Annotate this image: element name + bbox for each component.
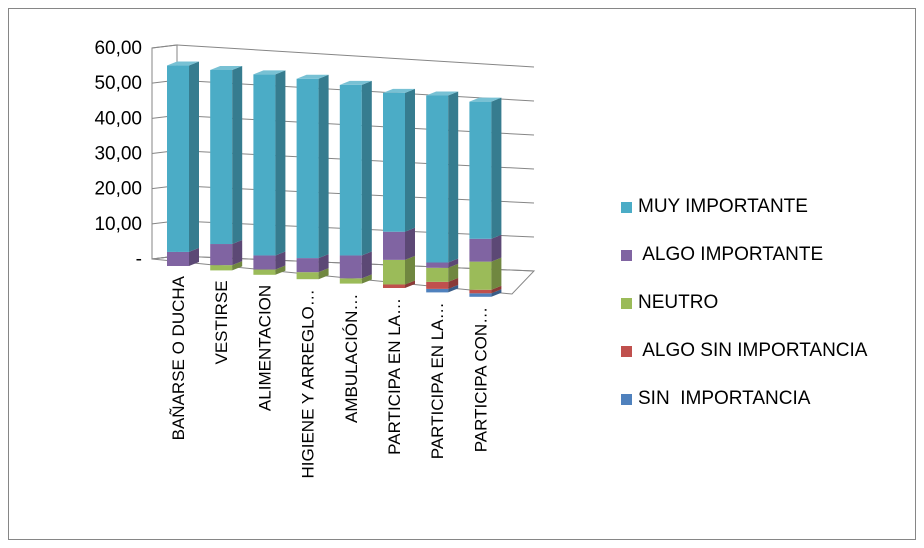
bar-segment — [426, 262, 449, 268]
y-tick-label: 40,00 — [94, 108, 142, 129]
category-label: ALIMENTACION — [255, 285, 274, 411]
category-label: PARTICIPA EN LA… — [385, 298, 404, 455]
y-tick-label: 10,00 — [94, 214, 142, 235]
legend-label: NEUTRO — [638, 292, 719, 313]
bar-segment — [167, 251, 189, 266]
legend-item: MUY IMPORTANTE — [621, 183, 867, 231]
bar-segment — [253, 255, 276, 270]
bar-side — [448, 258, 459, 268]
bar-segment — [383, 92, 405, 232]
side-gridline — [151, 44, 178, 49]
bar-side — [491, 257, 502, 290]
bar-segment — [296, 78, 319, 259]
bar-side — [361, 251, 372, 279]
bar-side — [448, 277, 459, 289]
bar-side — [318, 268, 329, 280]
bar-top — [383, 88, 415, 93]
category-label: BAÑARSE O DUCHA — [169, 275, 188, 440]
bar-top — [339, 80, 372, 85]
bar-side — [232, 240, 243, 266]
legend-item: NEUTRO — [621, 279, 867, 327]
bar-segment — [339, 278, 362, 284]
bar-side — [491, 234, 502, 262]
legend-label: SIN IMPORTANCIA — [638, 388, 811, 409]
bar-segment — [296, 272, 319, 280]
legend-swatch — [621, 201, 632, 213]
y-tick-label: 60,00 — [94, 38, 142, 59]
legend-item: ALGO SIN IMPORTANCIA — [621, 327, 867, 375]
bar-side — [448, 263, 459, 282]
bar-segment — [253, 74, 276, 256]
y-tick-label: - — [136, 249, 142, 270]
bar-side — [491, 289, 502, 297]
bar-segment — [426, 95, 449, 263]
bar-side — [232, 65, 243, 245]
bar-top — [296, 74, 329, 79]
bar-side — [448, 91, 459, 263]
bar-side — [491, 285, 502, 294]
gridline — [176, 44, 535, 68]
bar-side — [361, 80, 372, 256]
y-tick-label: 50,00 — [94, 73, 142, 94]
bar-segment — [426, 267, 449, 282]
bar-segment — [210, 69, 233, 245]
category-label: PARTICIPA CON… — [471, 307, 490, 452]
bar-segment — [469, 238, 492, 262]
category-label: VESTIRSE — [212, 280, 231, 364]
bar-segment — [426, 288, 449, 293]
bar-side — [318, 254, 329, 273]
bar-side — [189, 247, 199, 266]
bar-segment — [253, 269, 276, 275]
legend-swatch — [621, 297, 632, 309]
bar-segment — [383, 231, 405, 260]
bar-segment — [469, 293, 492, 297]
bar-side — [189, 61, 199, 252]
category-label: AMBULACIÓN… — [342, 294, 361, 423]
bar-segment — [383, 259, 405, 285]
bar-top — [469, 97, 502, 102]
bar-segment — [339, 84, 362, 256]
bar-side — [361, 274, 372, 284]
category-label: PARTICIPA EN LA… — [428, 302, 447, 459]
bar-top — [167, 61, 199, 66]
bar-segment — [426, 281, 449, 289]
chart-legend: MUY IMPORTANTE ALGO IMPORTANTE NEUTRO ALG… — [621, 183, 867, 423]
legend-item: SIN IMPORTANCIA — [621, 375, 867, 423]
legend-label: MUY IMPORTANTE — [638, 196, 808, 217]
bar-top — [210, 65, 243, 70]
bar-segment — [210, 265, 233, 271]
bar-segment — [296, 258, 319, 273]
bar-side — [275, 70, 286, 256]
bar-side — [405, 227, 415, 260]
bar-side — [405, 280, 415, 288]
bar-side — [275, 251, 286, 270]
bar-side — [318, 74, 329, 259]
legend-swatch — [621, 249, 632, 261]
legend-swatch — [621, 345, 632, 357]
bar-segment — [469, 101, 492, 239]
bar-side — [232, 261, 243, 271]
bar-segment — [210, 244, 233, 266]
bar-top — [253, 70, 286, 75]
legend-item: ALGO IMPORTANTE — [621, 231, 867, 279]
bar-side — [448, 284, 459, 293]
bar-segment — [469, 289, 492, 294]
category-label: HIGIENE Y ARREGLO… — [299, 289, 318, 478]
bar-side — [491, 97, 502, 239]
y-tick-label: 30,00 — [94, 144, 142, 165]
bar-top — [426, 91, 459, 96]
chart-frame: - 10,00 20,00 30,00 40,00 50,00 60,00 BAÑARSE O… — [8, 8, 916, 540]
y-tick-label: 20,00 — [94, 179, 142, 200]
legend-swatch — [621, 393, 632, 405]
bar-segment — [469, 261, 492, 290]
legend-label: ALGO IMPORTANTE — [638, 244, 824, 265]
bar-side — [405, 255, 415, 285]
legend-label: ALGO SIN IMPORTANCIA — [638, 340, 868, 361]
bar-side — [275, 265, 286, 275]
bar-side — [405, 88, 415, 232]
bar-segment — [339, 255, 362, 279]
bar-segment — [167, 65, 189, 252]
chart-plot: - 10,00 20,00 30,00 40,00 50,00 60,00 BAÑARSE O… — [94, 38, 536, 478]
bar-segment — [383, 284, 405, 288]
